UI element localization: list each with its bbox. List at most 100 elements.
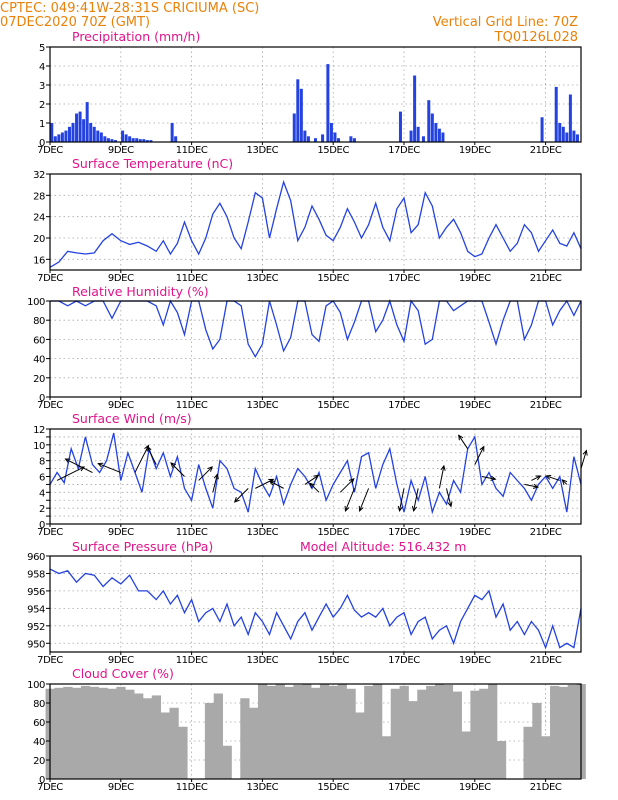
cloud-column bbox=[399, 685, 409, 779]
precip-bar bbox=[60, 132, 64, 142]
temp-xtick-label: 7DEC bbox=[37, 273, 63, 284]
precip-xtick-label: 15DEC bbox=[317, 145, 349, 156]
precip-xtick-label: 17DEC bbox=[388, 145, 420, 156]
header-station: CPTEC: 049:41W-28:31S CRICIUMA (SC) bbox=[0, 1, 259, 16]
wind-xtick-label: 21DEC bbox=[530, 527, 562, 538]
precip-bar bbox=[96, 130, 100, 142]
pressure-ytick-label: 954 bbox=[27, 604, 45, 615]
cloud-column bbox=[80, 685, 91, 779]
humidity-title: Relative Humidity (%) bbox=[72, 284, 209, 299]
cloud-ytick-label: 40 bbox=[33, 737, 45, 748]
precip-bar bbox=[121, 130, 125, 142]
precipitation-panel: 0 1 2 3 4 5 7DEC 9DEC 11DEC 13DEC 15DEC 17DEC 19DEC 2… bbox=[37, 29, 582, 156]
precip-bar bbox=[558, 123, 562, 142]
wind-vector-arrow bbox=[481, 475, 497, 481]
precip-bar bbox=[398, 111, 402, 142]
precip-bar bbox=[113, 140, 117, 142]
cloud-column bbox=[319, 684, 330, 779]
cloud-column bbox=[169, 707, 179, 779]
cloud-column bbox=[346, 688, 356, 779]
wind-vector-arrow bbox=[64, 458, 93, 473]
rh-ytick-label: 20 bbox=[33, 374, 45, 385]
precip-bar bbox=[337, 138, 341, 142]
wind-ytick-label: 12 bbox=[33, 425, 45, 436]
cloud-column bbox=[134, 693, 144, 779]
precip-bar bbox=[89, 123, 93, 142]
header-date: 07DEC2020 70Z (GMT) bbox=[0, 15, 150, 30]
precip-bar bbox=[333, 132, 337, 142]
cloud-cover-title: Cloud Cover (%) bbox=[72, 666, 174, 681]
precip-bar bbox=[540, 117, 544, 142]
cloud-column bbox=[293, 684, 303, 779]
cloud-column bbox=[284, 686, 294, 779]
precip-bar bbox=[53, 136, 57, 142]
precip-bar bbox=[321, 134, 325, 142]
wind-vector-arrow bbox=[198, 466, 213, 481]
wind-vector-arrow bbox=[445, 488, 453, 508]
wind-ytick-label: 6 bbox=[39, 473, 45, 484]
temp-frame bbox=[49, 173, 582, 271]
wind-ytick-label: 2 bbox=[39, 504, 45, 515]
cloud-column bbox=[54, 687, 64, 779]
cloud-column bbox=[142, 698, 153, 779]
precip-bar bbox=[572, 130, 576, 142]
precip-bar bbox=[106, 138, 110, 142]
pressure-title: Surface Pressure (hPa) bbox=[72, 539, 213, 554]
wind-xtick-label: 15DEC bbox=[317, 527, 349, 538]
pressure-series-line bbox=[49, 568, 582, 650]
pressure-frame bbox=[49, 555, 582, 653]
precip-bar bbox=[99, 132, 103, 142]
wind-vector-arrow bbox=[309, 482, 320, 493]
precip-bar bbox=[413, 75, 417, 142]
precip-bar bbox=[437, 128, 441, 142]
cloud-column bbox=[408, 701, 418, 779]
precip-bar bbox=[299, 88, 303, 142]
precip-bar bbox=[421, 136, 425, 142]
wind-vector-arrow bbox=[531, 475, 542, 481]
cloud-column bbox=[240, 698, 250, 779]
header-model-code: TQ0126L028 bbox=[494, 30, 578, 45]
cloud-column bbox=[125, 689, 135, 779]
cloud-column bbox=[98, 687, 108, 779]
cloud-xtick-label: 21DEC bbox=[530, 782, 562, 793]
precip-bar bbox=[349, 136, 353, 142]
rh-series-line bbox=[50, 298, 582, 359]
pressure-xtick-label: 21DEC bbox=[530, 655, 562, 666]
precip-bar bbox=[434, 123, 438, 142]
temp-xtick-label: 9DEC bbox=[108, 273, 134, 284]
rh-ytick-label: 0 bbox=[39, 393, 45, 404]
temp-ytick-label: 28 bbox=[33, 191, 45, 202]
cloud-column bbox=[107, 688, 117, 779]
cloud-xtick-label: 7DEC bbox=[37, 782, 63, 793]
precip-bar bbox=[103, 136, 107, 142]
cloud-column bbox=[373, 684, 383, 779]
wind-vector-arrow bbox=[397, 488, 405, 513]
precip-bar bbox=[313, 138, 318, 142]
precip-bar bbox=[565, 132, 569, 142]
rh-xtick-label: 11DEC bbox=[176, 400, 208, 411]
pressure-ytick-label: 950 bbox=[27, 639, 45, 650]
cloud-column bbox=[63, 686, 73, 779]
pressure-xtick-label: 17DEC bbox=[388, 655, 420, 666]
rh-xtick-label: 13DEC bbox=[247, 400, 279, 411]
cloud-column bbox=[89, 686, 100, 779]
precip-bar bbox=[416, 126, 420, 142]
precip-bar bbox=[326, 64, 330, 142]
cloud-column bbox=[550, 685, 560, 779]
precip-frame bbox=[49, 46, 582, 143]
precip-xtick-label: 11DEC bbox=[176, 145, 208, 156]
cloud-column bbox=[364, 685, 374, 779]
wind-xtick-label: 17DEC bbox=[388, 527, 420, 538]
precip-bar bbox=[430, 113, 434, 142]
temp-ytick-label: 24 bbox=[33, 213, 45, 224]
precip-bar bbox=[82, 119, 86, 142]
wind-xtick-label: 7DEC bbox=[37, 527, 63, 538]
wind-vector-arrow bbox=[170, 462, 185, 477]
temperature-panel: 16 20 24 28 32 7DEC 9DEC 11DEC 13DEC 15DEC 17DEC 19… bbox=[33, 156, 582, 284]
cloud-column bbox=[443, 684, 454, 779]
precip-bar bbox=[92, 126, 96, 142]
cloud-ytick-label: 60 bbox=[33, 718, 45, 729]
rh-ytick-label: 100 bbox=[27, 297, 45, 308]
precip-bar bbox=[67, 126, 71, 142]
precip-bar bbox=[554, 86, 558, 142]
